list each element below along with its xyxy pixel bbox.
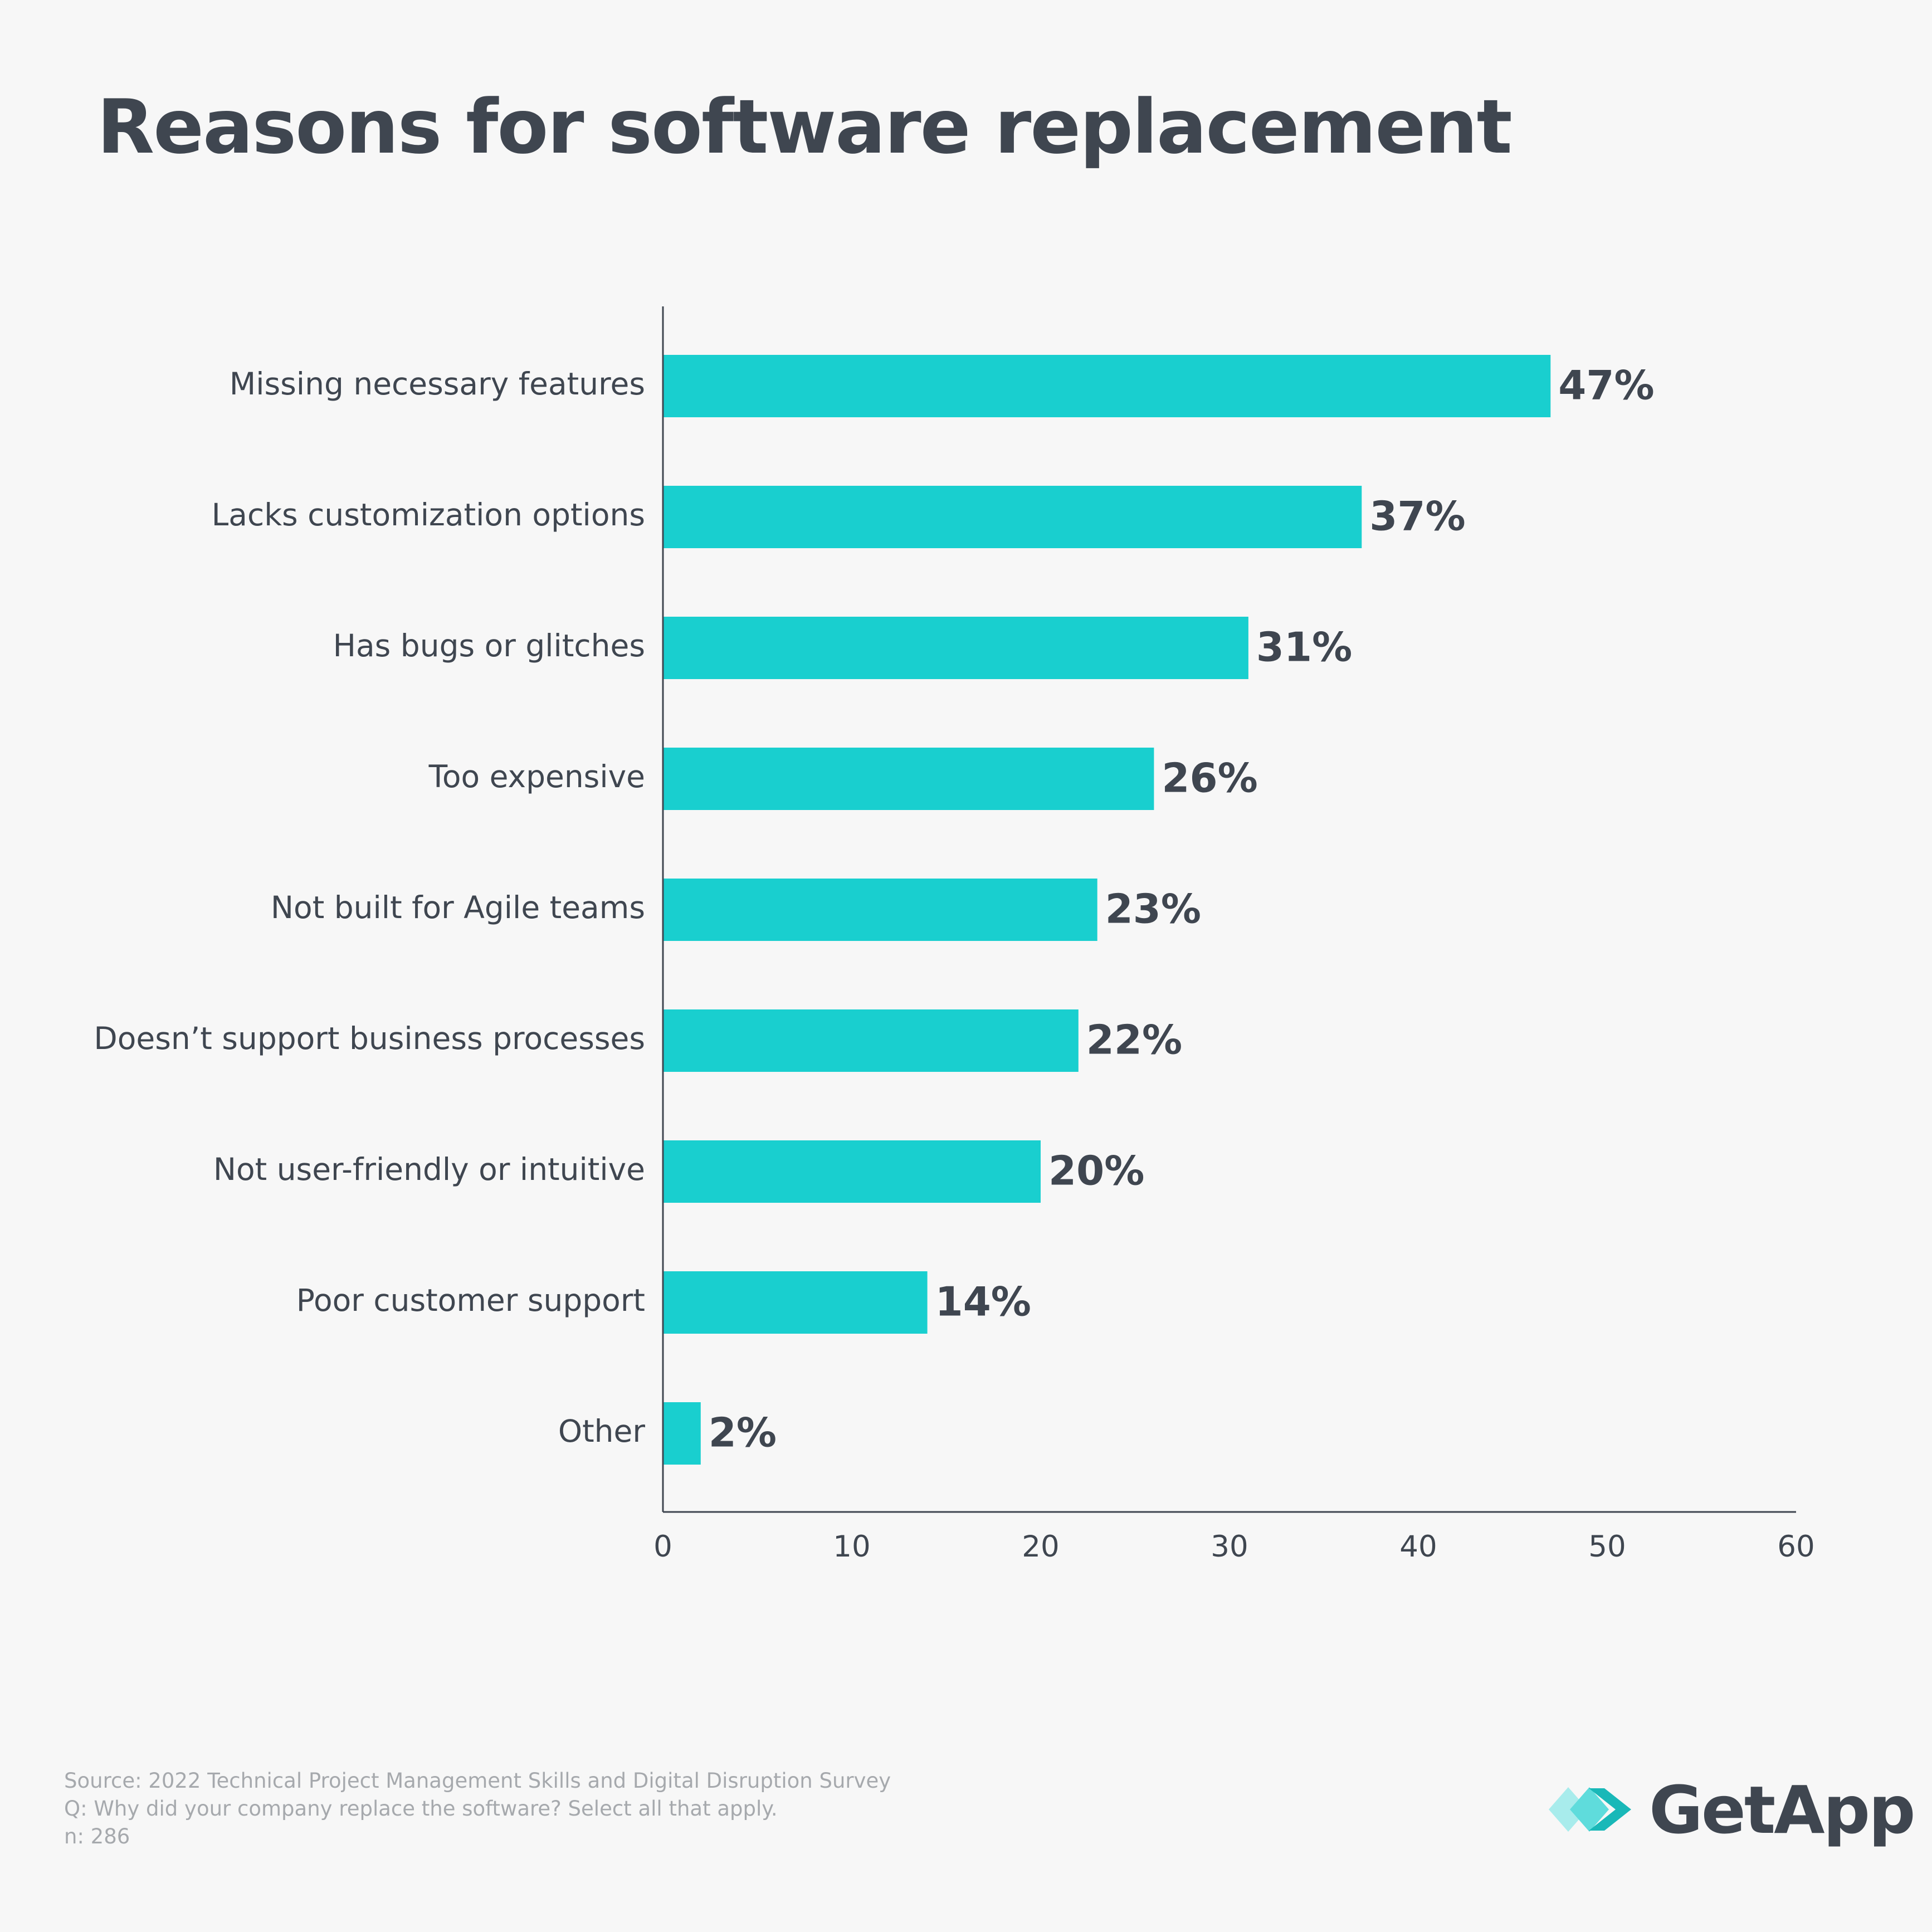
category-label: Lacks customization options [212,497,645,533]
data-label: 22% [1086,1017,1182,1063]
data-label: 26% [1162,755,1257,802]
bar [663,617,1248,679]
bar [663,1009,1079,1072]
category-label: Not user-friendly or intuitive [213,1152,645,1187]
data-label: 14% [935,1279,1031,1325]
data-label: 31% [1256,624,1352,671]
bar [663,486,1362,548]
data-label: 23% [1105,886,1201,933]
category-label: Missing necessary features [230,366,645,402]
x-tick-label: 10 [833,1530,870,1564]
category-label: Doesn’t support business processes [94,1021,645,1056]
bar [663,355,1551,417]
category-label: Poor customer support [296,1282,645,1318]
bar [663,748,1154,810]
sample-size-note: n: 286 [64,1824,130,1848]
x-tick-label: 0 [653,1530,672,1564]
category-label: Too expensive [428,759,645,794]
data-label: 47% [1558,362,1654,409]
question-note: Q: Why did your company replace the soft… [64,1797,778,1821]
getapp-chevrons-icon [1549,1787,1631,1832]
bar [663,879,1097,941]
x-tick-label: 40 [1399,1530,1437,1564]
x-tick-label: 20 [1022,1530,1059,1564]
x-tick-label: 50 [1588,1530,1626,1564]
logo-text: GetApp [1649,1772,1916,1848]
x-tick-label: 60 [1777,1530,1814,1564]
source-note: Source: 2022 Technical Project Managemen… [64,1769,891,1793]
data-label: 20% [1048,1148,1144,1194]
x-tick-label: 30 [1211,1530,1248,1564]
bar [663,1140,1041,1203]
getapp-logo: GetApp [1549,1772,1916,1848]
bar [663,1402,701,1465]
chart-title: Reasons for software replacement [97,84,1513,170]
bar-chart: Missing necessary features 47% Lacks custo… [94,306,1815,1564]
bar [663,1271,928,1334]
data-label: 2% [709,1409,777,1456]
data-label: 37% [1369,493,1465,540]
category-label: Other [558,1413,646,1449]
category-label: Has bugs or glitches [333,628,645,663]
category-label: Not built for Agile teams [271,890,645,925]
chart-footer: Source: 2022 Technical Project Managemen… [64,1767,891,1851]
